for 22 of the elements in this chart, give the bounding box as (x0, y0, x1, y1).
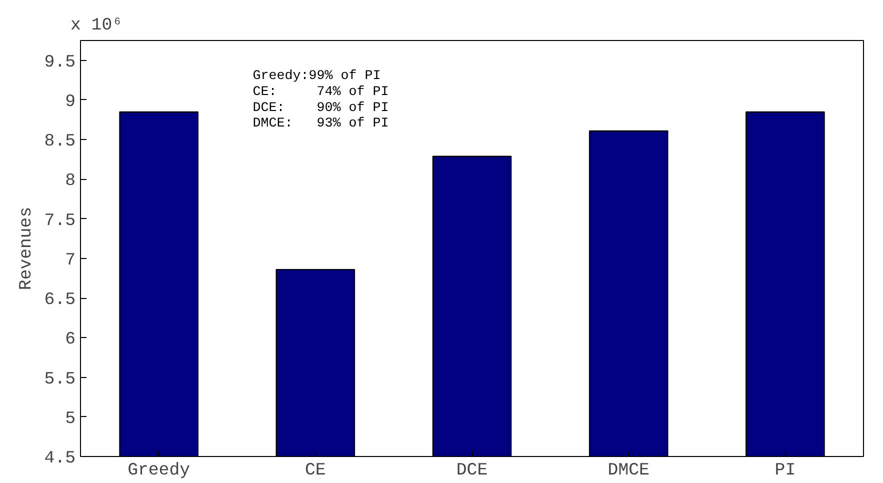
y-tick-label: 9 (65, 92, 76, 112)
annotation: DCE: 90% of PI (252, 100, 389, 116)
x-tick-label: CE (305, 462, 326, 480)
x-tick-label: DCE (456, 462, 488, 480)
y-tick-label: 9.5 (44, 53, 76, 72)
annotation: CE: 74% of PI (252, 84, 389, 100)
y-tick-label: 5 (65, 410, 76, 429)
y-tick-label: 6.5 (44, 291, 76, 310)
annotation: DMCE: 93% of PI (252, 116, 389, 132)
y-tick-label: 6 (65, 330, 76, 350)
y-tick-label: 4.5 (44, 450, 76, 468)
y-tick-label: 7 (65, 251, 76, 270)
x-tick-label: DMCE (608, 462, 650, 480)
y-tick-label: 5.5 (44, 370, 76, 390)
x-tick-label: Greedy (128, 462, 190, 480)
text: x 10⁶ (70, 16, 122, 36)
y-tick-label: 8 (65, 172, 76, 192)
y-tick-label: 8.5 (44, 132, 76, 152)
x-tick-label: PI (774, 462, 796, 480)
y-tick-label: 7.5 (44, 212, 76, 231)
annotation: Greedy:99% of PI (252, 69, 381, 84)
y-axis-title: Revenues (17, 206, 36, 290)
